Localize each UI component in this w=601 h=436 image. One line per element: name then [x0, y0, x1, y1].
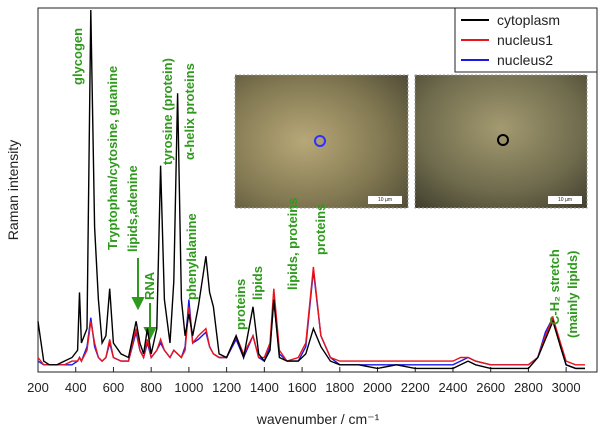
annotation: phenylalanine: [184, 213, 199, 300]
annotation: C-H₂ stretch: [547, 249, 562, 325]
scale-label: 10 µm: [378, 197, 392, 203]
arrow-head: [131, 297, 145, 311]
x-tick-label: 1200: [212, 380, 241, 395]
plot-frame: [37, 7, 598, 373]
x-tick-label: 200: [27, 380, 49, 395]
x-tick-label: 1400: [250, 380, 279, 395]
x-tick-label: 1600: [288, 380, 317, 395]
annotation: (mainly lipids): [565, 251, 580, 338]
scale-box: [548, 196, 582, 204]
scale-box: [368, 196, 402, 204]
x-tick-label: 2200: [401, 380, 430, 395]
insets: 10 µm 10 µm: [234, 74, 588, 209]
series-line: [37, 9, 585, 370]
annotation: proteins: [233, 279, 248, 330]
scale-label: 10 µm: [558, 197, 572, 203]
x-tick-label: 800: [140, 380, 162, 395]
x-tick-label: 1800: [325, 380, 354, 395]
annotation: tyrosine (protein): [160, 58, 175, 165]
x-tick-label: 2400: [439, 380, 468, 395]
x-tick-label: 3000: [552, 380, 581, 395]
x-tick-label: 2000: [363, 380, 392, 395]
x-tick-label: 600: [103, 380, 125, 395]
inset-image: [414, 74, 588, 209]
x-tick-label: 1000: [174, 380, 203, 395]
legend-label: nucleus1: [497, 32, 553, 48]
series-line: [37, 266, 585, 366]
legend-label: cytoplasm: [497, 12, 560, 28]
annotation: lipids, proteins: [285, 198, 300, 290]
legend-label: nucleus2: [497, 52, 553, 68]
x-axis-title: wavenumber / cm⁻¹: [256, 411, 380, 427]
x-tick-label: 2800: [514, 380, 543, 395]
inset-image: [234, 74, 409, 209]
annotation: α-helix proteins: [182, 63, 197, 160]
y-axis-title: Raman intensity: [5, 140, 21, 240]
x-tick-label: 2600: [476, 380, 505, 395]
annotation: proteins: [313, 204, 328, 255]
annotation: RNA: [142, 271, 157, 300]
annotation: lipids,adenine: [125, 165, 140, 252]
inset-marker: [497, 134, 509, 146]
annotation: glycogen: [70, 28, 85, 85]
annotation: Tryptophan/cytosine, guanine: [105, 66, 120, 250]
inset-marker: [314, 135, 326, 147]
x-tick-label: 400: [65, 380, 87, 395]
annotation: lipids: [250, 266, 265, 300]
